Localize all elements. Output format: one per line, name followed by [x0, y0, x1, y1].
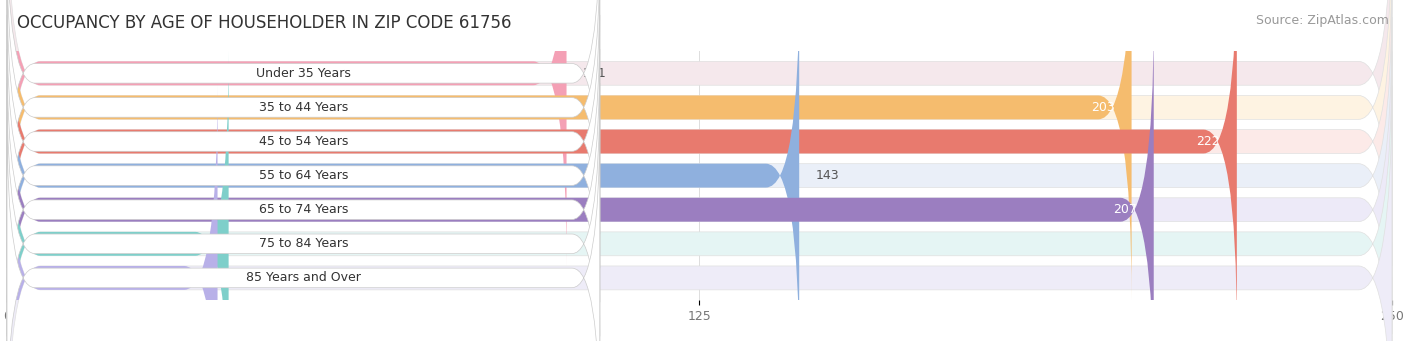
- FancyBboxPatch shape: [7, 0, 1392, 266]
- FancyBboxPatch shape: [7, 85, 218, 341]
- FancyBboxPatch shape: [7, 51, 1392, 341]
- Text: 38: 38: [235, 271, 250, 284]
- FancyBboxPatch shape: [7, 117, 600, 341]
- FancyBboxPatch shape: [7, 0, 799, 341]
- Text: Under 35 Years: Under 35 Years: [256, 67, 352, 80]
- Text: 101: 101: [583, 67, 607, 80]
- FancyBboxPatch shape: [7, 0, 567, 266]
- Text: OCCUPANCY BY AGE OF HOUSEHOLDER IN ZIP CODE 61756: OCCUPANCY BY AGE OF HOUSEHOLDER IN ZIP C…: [17, 14, 512, 32]
- FancyBboxPatch shape: [7, 0, 600, 268]
- FancyBboxPatch shape: [7, 49, 600, 341]
- FancyBboxPatch shape: [7, 15, 600, 336]
- FancyBboxPatch shape: [7, 0, 1392, 341]
- Text: 85 Years and Over: 85 Years and Over: [246, 271, 361, 284]
- Text: 35 to 44 Years: 35 to 44 Years: [259, 101, 349, 114]
- Text: Source: ZipAtlas.com: Source: ZipAtlas.com: [1256, 14, 1389, 27]
- FancyBboxPatch shape: [7, 0, 600, 234]
- Text: 203: 203: [1091, 101, 1115, 114]
- FancyBboxPatch shape: [7, 0, 1392, 334]
- FancyBboxPatch shape: [7, 0, 1237, 334]
- FancyBboxPatch shape: [7, 51, 229, 341]
- Text: 207: 207: [1114, 203, 1137, 216]
- Text: 143: 143: [815, 169, 839, 182]
- FancyBboxPatch shape: [7, 83, 600, 341]
- Text: 45 to 54 Years: 45 to 54 Years: [259, 135, 349, 148]
- FancyBboxPatch shape: [7, 85, 1392, 341]
- FancyBboxPatch shape: [7, 0, 600, 302]
- FancyBboxPatch shape: [7, 0, 1392, 300]
- Text: 55 to 64 Years: 55 to 64 Years: [259, 169, 349, 182]
- Text: 222: 222: [1197, 135, 1220, 148]
- Text: 40: 40: [245, 237, 262, 250]
- FancyBboxPatch shape: [7, 17, 1154, 341]
- Text: 75 to 84 Years: 75 to 84 Years: [259, 237, 349, 250]
- FancyBboxPatch shape: [7, 17, 1392, 341]
- Text: 65 to 74 Years: 65 to 74 Years: [259, 203, 349, 216]
- FancyBboxPatch shape: [7, 0, 1132, 300]
